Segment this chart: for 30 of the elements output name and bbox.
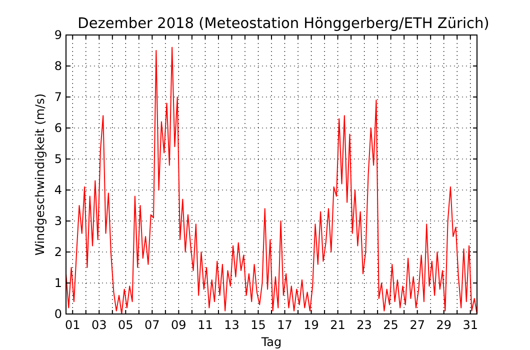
- x-tick-label: 19: [304, 318, 319, 332]
- y-tick-label: 6: [54, 121, 62, 135]
- y-tick-label: 3: [54, 214, 62, 228]
- x-tick-label: 25: [383, 318, 398, 332]
- y-tick-label: 0: [54, 307, 62, 321]
- x-tick-label: 11: [198, 318, 213, 332]
- x-tick-label: 31: [462, 318, 478, 332]
- line-series: [66, 46, 478, 314]
- y-tick-label: 9: [54, 28, 62, 42]
- x-tick-label: 27: [410, 318, 425, 332]
- chart-title: Dezember 2018 (Meteostation Hönggerberg/ETH Zürich): [78, 16, 490, 32]
- x-tick-label: 05: [118, 318, 134, 332]
- y-axis-title: Windgeschwindigkeit (m/s): [33, 93, 47, 256]
- x-tick-label: 29: [436, 318, 452, 332]
- x-tick-label: 15: [250, 318, 266, 332]
- y-tick-label: 5: [54, 152, 62, 166]
- x-tick-label: 03: [92, 318, 107, 332]
- x-tick-label: 17: [277, 318, 292, 332]
- x-tick-label: 01: [64, 318, 80, 332]
- x-tick-label: 21: [330, 318, 346, 332]
- y-tick-label: 2: [54, 245, 62, 259]
- y-tick-label: 1: [54, 276, 62, 290]
- y-tick-label: 7: [54, 90, 62, 104]
- x-tick-label: 07: [144, 318, 160, 332]
- y-tick-label: 8: [54, 59, 62, 73]
- y-tick-label: 4: [54, 183, 62, 197]
- x-tick-label: 09: [171, 318, 186, 332]
- x-tick-label: 13: [224, 318, 240, 332]
- x-tick-label: 23: [356, 318, 372, 332]
- x-axis-title: Tag: [260, 335, 282, 349]
